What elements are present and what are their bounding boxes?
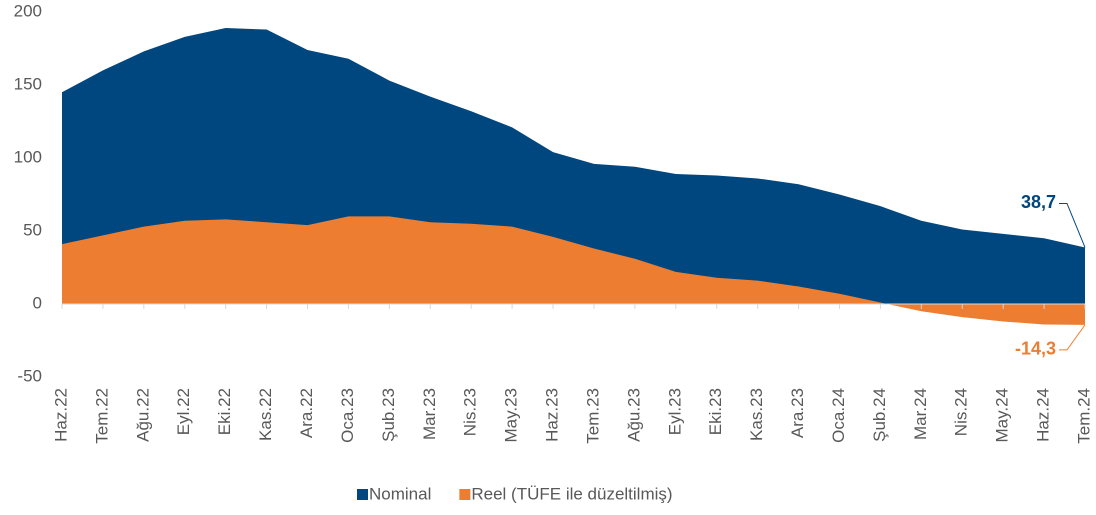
y-tick-label: 100 [14, 147, 42, 166]
legend-swatch [459, 489, 471, 500]
y-tick-label: 50 [23, 220, 42, 239]
x-tick-label: Haz.24 [1034, 388, 1053, 442]
legend-label: Nominal [369, 484, 431, 503]
value-label: 38,7 [1021, 192, 1056, 212]
x-tick-label: Tem.23 [583, 388, 602, 444]
x-tick-label: Kas.23 [747, 388, 766, 441]
x-tick-label: Tem.22 [92, 388, 111, 444]
x-tick-label: May.23 [502, 388, 521, 443]
legend-swatch [357, 489, 368, 500]
y-tick-label: 150 [14, 74, 42, 93]
x-tick-label: Eyl.23 [665, 388, 684, 435]
x-tick-label: Haz.22 [51, 388, 70, 442]
x-tick-label: Eki.23 [706, 388, 725, 435]
x-tick-label: Oca.24 [829, 388, 848, 443]
x-tick-label: Mar.23 [420, 388, 439, 440]
leader-line [1059, 202, 1086, 248]
area [62, 216, 1085, 325]
x-tick-label: Şub.23 [379, 388, 398, 442]
x-tick-label: Nis.23 [461, 388, 480, 436]
x-tick-label: Mar.24 [911, 388, 930, 440]
x-tick-label: Tem.24 [1074, 388, 1093, 444]
x-tick-label: Kas.22 [256, 388, 275, 441]
x-tick-label: Ağu.22 [133, 388, 152, 442]
legend-label: Reel (TÜFE ile düzeltilmiş) [471, 484, 672, 503]
x-tick-label: Oca.23 [338, 388, 357, 443]
x-tick-label: Nis.24 [952, 388, 971, 436]
value-label: -14,3 [1015, 339, 1056, 359]
x-tick-label: Haz.23 [543, 388, 562, 442]
y-tick-label: 0 [33, 293, 42, 312]
x-tick-label: Eyl.22 [174, 388, 193, 435]
x-tick-label: Ağu.23 [624, 388, 643, 442]
x-tick-label: May.24 [993, 388, 1012, 443]
y-tick-label: 200 [14, 1, 42, 20]
x-tick-label: Şub.24 [870, 388, 889, 442]
x-tick-label: Ara.23 [788, 388, 807, 438]
x-tick-label: Eki.22 [215, 388, 234, 435]
x-tick-label: Ara.22 [297, 388, 316, 438]
leader-line [1059, 324, 1086, 351]
y-tick-label: -50 [17, 366, 42, 385]
